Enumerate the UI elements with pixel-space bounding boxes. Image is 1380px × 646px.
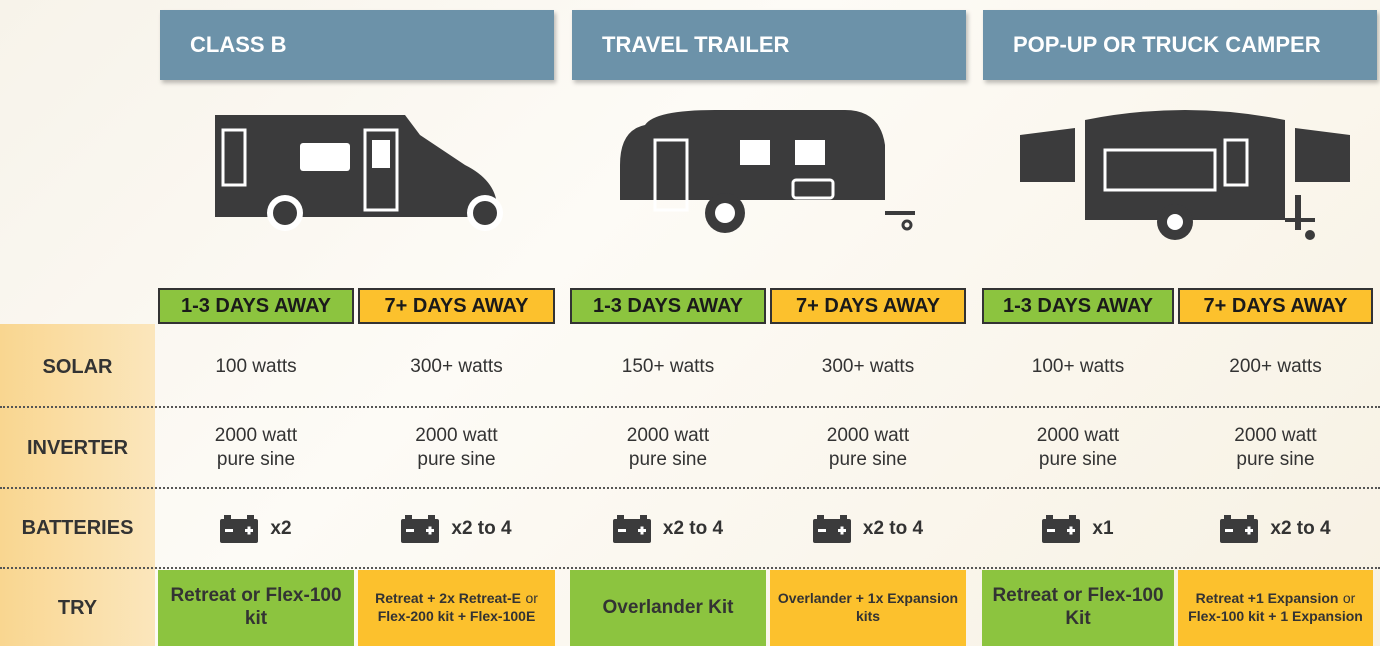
row-label: BATTERIES [21, 517, 134, 539]
travel-trailer-icon [620, 110, 915, 233]
cell: 200+ watts [1178, 328, 1373, 406]
cell: 2000 watt pure sine [770, 409, 966, 487]
battery-count: x2 to 4 [1270, 517, 1331, 539]
cell-line: pure sine [828, 449, 908, 470]
cell-line: pure sine [417, 449, 496, 470]
cell: 2000 watt pure sine [358, 409, 555, 487]
popup-camper-icon [1020, 110, 1350, 240]
battery-cell: x2 to 4 [1178, 490, 1373, 567]
battery-count: x2 to 4 [451, 517, 512, 539]
battery-icon [612, 514, 651, 543]
cell: 2000 watt pure sine [158, 409, 354, 487]
try-segment: Flex-100 kit + 1 Expansion [1188, 608, 1363, 624]
try-cell: Retreat + 2x Retreat-E or Flex-200 kit +… [358, 570, 555, 646]
cell-line: 100+ watts [1031, 356, 1125, 377]
battery-cell: x2 to 4 [358, 490, 555, 567]
battery-icon [1042, 514, 1081, 543]
try-text: Retreat +1 Expansion or Flex-100 kit + 1… [1178, 590, 1373, 626]
cell-line: pure sine [216, 449, 296, 470]
battery-count: x2 [270, 517, 292, 539]
row-separator [0, 406, 1380, 408]
battery-count: x2 to 4 [662, 517, 724, 539]
cell-line: 2000 watt [626, 425, 710, 446]
try-segment: Overlander Kit [602, 596, 734, 618]
try-cell: Retreat or Flex-100 kit [158, 570, 354, 646]
cell-line: 2000 watt [1036, 425, 1120, 446]
duration-label: 7+ DAYS AWAY [358, 288, 555, 324]
row-separator [0, 487, 1380, 489]
battery-cell: x2 to 4 [770, 490, 966, 567]
try-segment: Retreat +1 Expansion [1195, 590, 1339, 606]
try-text: Retreat + 2x Retreat-E or Flex-200 kit +… [358, 590, 555, 626]
try-segment: or [525, 590, 538, 606]
cell-line: 2000 watt [214, 425, 298, 446]
cell-line: pure sine [1038, 449, 1118, 470]
duration-label: 7+ DAYS AWAY [1178, 288, 1373, 324]
cell-line: 300+ watts [821, 356, 915, 377]
row-label: INVERTER [26, 436, 129, 459]
row-label: TRY [57, 596, 98, 619]
vehicle-header: POP-UP OR TRUCK CAMPER [983, 10, 1377, 80]
cell-line: pure sine [1236, 449, 1315, 470]
battery-cell: x1 [982, 490, 1174, 567]
cell-line: 2000 watt [1234, 425, 1317, 446]
battery-icon [220, 514, 259, 543]
row-separator [0, 567, 1380, 569]
cell: 2000 watt pure sine [570, 409, 766, 487]
battery-count: x1 [1092, 517, 1114, 539]
try-segment: Retreat + 2x Retreat-E [375, 590, 521, 606]
cell: 300+ watts [770, 328, 966, 406]
cell-line: pure sine [628, 449, 708, 470]
cell: 100+ watts [982, 328, 1174, 406]
try-text: Retreat or Flex-100 Kit [982, 585, 1174, 631]
cell: 150+ watts [570, 328, 766, 406]
duration-label: 7+ DAYS AWAY [770, 288, 966, 324]
duration-label: 1-3 DAYS AWAY [158, 288, 354, 324]
try-segment: or [1342, 590, 1356, 606]
cell: 300+ watts [358, 328, 555, 406]
label-column [0, 324, 155, 646]
try-text: Overlander + 1x Expansion kits [770, 590, 966, 626]
battery-icon [1220, 514, 1259, 543]
cell-line: 200+ watts [1229, 356, 1322, 377]
battery-icon [812, 514, 851, 543]
duration-label: 1-3 DAYS AWAY [570, 288, 766, 324]
cell-line: 2000 watt [826, 425, 910, 446]
cell: 2000 watt pure sine [982, 409, 1174, 487]
try-text: Overlander Kit [597, 597, 740, 620]
vehicle-header: TRAVEL TRAILER [572, 10, 966, 80]
try-cell: Retreat or Flex-100 Kit [982, 570, 1174, 646]
try-segment: Retreat or Flex-100 kit [170, 585, 342, 629]
battery-icon [401, 514, 440, 543]
try-segment: Retreat or Flex-100 Kit [992, 585, 1164, 629]
cell-line: 150+ watts [621, 356, 715, 377]
try-cell: Retreat +1 Expansion or Flex-100 kit + 1… [1178, 570, 1373, 646]
try-cell: Overlander + 1x Expansion kits [770, 570, 966, 646]
try-segment: Flex-200 kit + Flex-100E [377, 608, 536, 624]
cell-line: 100 watts [215, 356, 297, 377]
cell: 2000 watt pure sine [1178, 409, 1373, 487]
row-label: SOLAR [42, 355, 113, 378]
class-b-icon [215, 115, 503, 231]
vehicle-header: CLASS B [160, 10, 554, 80]
try-segment: Overlander + 1x Expansion kits [777, 590, 959, 624]
try-cell: Overlander Kit [570, 570, 766, 646]
try-text: Retreat or Flex-100 kit [158, 585, 354, 631]
battery-cell: x2 [158, 490, 354, 567]
cell-line: 2000 watt [415, 425, 498, 446]
cell: 100 watts [158, 328, 354, 406]
battery-count: x2 to 4 [862, 517, 924, 539]
cell-line: 300+ watts [410, 356, 503, 377]
battery-cell: x2 to 4 [570, 490, 766, 567]
duration-label: 1-3 DAYS AWAY [982, 288, 1174, 324]
